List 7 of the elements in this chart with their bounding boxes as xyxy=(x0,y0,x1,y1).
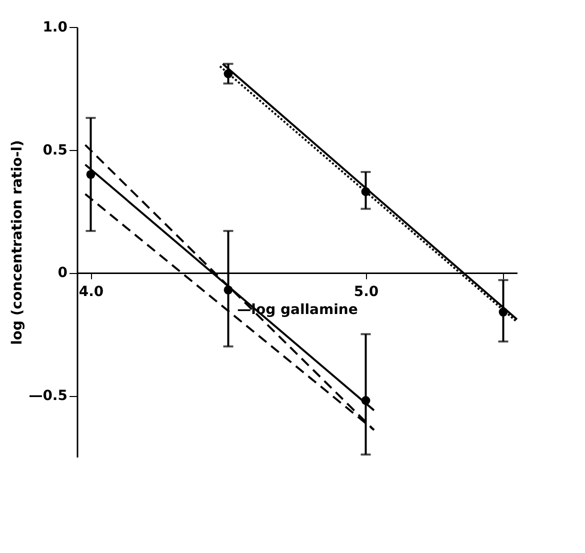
y-tick-label: 1.0 xyxy=(42,20,68,36)
y-axis-title: log (concentration ratio-l) xyxy=(10,140,26,345)
y-tick-label: —0.5 xyxy=(28,388,68,404)
x-tick-label: 5.0 xyxy=(354,284,379,300)
x-tick-label: 4.0 xyxy=(78,284,104,300)
y-tick-label: 0 xyxy=(58,265,68,282)
y-tick-label: 0.5 xyxy=(42,142,68,158)
